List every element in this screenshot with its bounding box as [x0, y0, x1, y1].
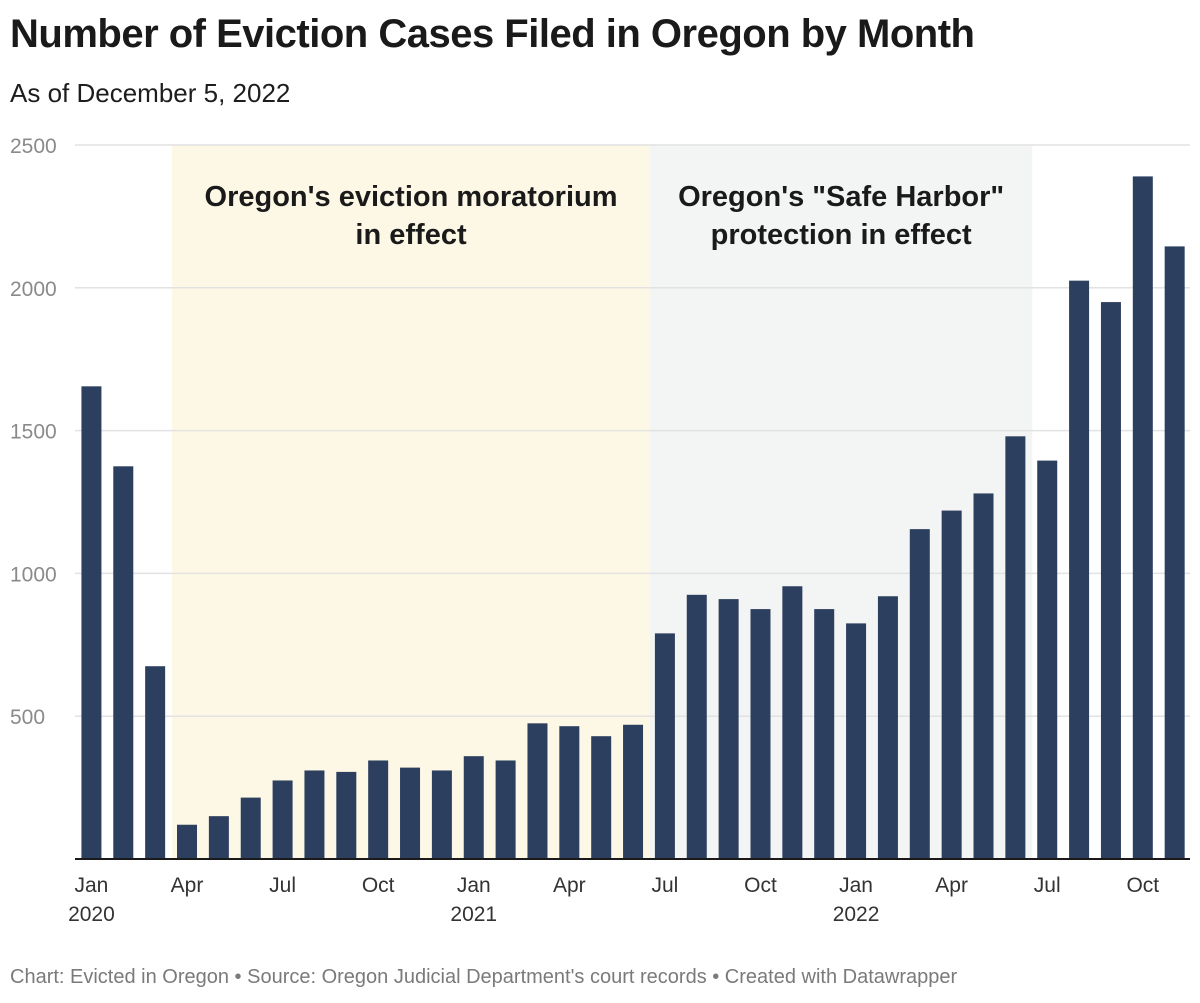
bar-26: [877, 596, 898, 859]
bar-14: [495, 760, 516, 859]
x-tick-year-2022: 2022: [833, 903, 880, 926]
bar-11: [400, 767, 421, 859]
bar-5: [208, 816, 229, 859]
bar-1: [81, 386, 102, 859]
bar-28: [941, 510, 962, 859]
safe-harbor-annotation-line-2: protection in effect: [711, 219, 972, 251]
bar-chart: 500 1000 1500 2000 2500 Oregon's eviction mor…: [10, 135, 1190, 926]
x-tick-label-27: Apr: [935, 874, 968, 897]
safe-harbor-band: [649, 145, 1033, 859]
bar-18: [623, 724, 644, 859]
y-tick-label-1000: 1000: [10, 563, 57, 586]
bar-33: [1100, 302, 1121, 860]
y-tick-label-2500: 2500: [10, 135, 57, 158]
chart-footer-credit: Chart: Evicted in Oregon • Source: Orego…: [10, 966, 958, 988]
bar-31: [1037, 460, 1058, 859]
bar-25: [846, 623, 867, 859]
safe-harbor-annotation-line-1: Oregon's "Safe Harbor": [678, 181, 1004, 213]
bar-24: [814, 609, 835, 859]
x-tick-label-9: Oct: [362, 874, 395, 897]
bar-35: [1164, 246, 1185, 859]
bar-4: [177, 824, 198, 859]
chart-title: Number of Eviction Cases Filed in Oregon…: [10, 12, 975, 56]
moratorium-annotation-line-2: in effect: [355, 219, 467, 251]
y-tick-label-1500: 1500: [10, 421, 57, 444]
bar-8: [304, 770, 325, 859]
bar-34: [1132, 176, 1153, 859]
bar-27: [909, 529, 930, 859]
x-tick-label-0: Jan: [75, 874, 109, 897]
bar-22: [750, 609, 771, 859]
bar-19: [654, 633, 675, 859]
bar-32: [1069, 280, 1090, 859]
bar-10: [368, 760, 389, 859]
bar-29: [973, 493, 994, 859]
x-tick-label-21: Oct: [744, 874, 777, 897]
bar-6: [240, 797, 261, 859]
bar-16: [559, 726, 580, 859]
bar-12: [431, 770, 452, 859]
bar-17: [591, 736, 612, 859]
x-tick-label-3: Apr: [171, 874, 204, 897]
x-tick-label-15: Apr: [553, 874, 586, 897]
bar-21: [718, 599, 739, 859]
x-tick-label-12: Jan: [457, 874, 491, 897]
y-tick-label-2000: 2000: [10, 278, 57, 301]
bar-15: [527, 723, 548, 859]
x-tick-label-18: Jul: [651, 874, 678, 897]
bar-3: [145, 666, 166, 859]
bar-2: [113, 466, 134, 859]
bar-30: [1005, 436, 1026, 859]
bar-20: [686, 594, 707, 859]
bar-9: [336, 771, 357, 859]
bar-13: [463, 756, 484, 859]
x-tick-label-30: Jul: [1034, 874, 1061, 897]
bar-7: [272, 780, 293, 859]
x-tick-year-2020: 2020: [68, 903, 115, 926]
x-tick-year-2021: 2021: [450, 903, 497, 926]
chart-subtitle: As of December 5, 2022: [10, 78, 291, 108]
x-tick-label-33: Oct: [1126, 874, 1159, 897]
x-tick-label-6: Jul: [269, 874, 296, 897]
moratorium-annotation-line-1: Oregon's eviction moratorium: [205, 181, 618, 213]
bar-23: [782, 586, 803, 859]
y-tick-label-500: 500: [10, 706, 45, 729]
x-tick-label-24: Jan: [839, 874, 873, 897]
